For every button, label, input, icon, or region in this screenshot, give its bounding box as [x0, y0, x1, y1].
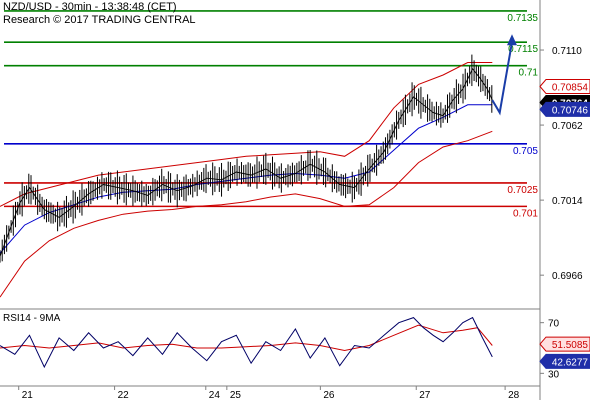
- y-tick-label-1: 0.7062: [552, 121, 583, 132]
- rsi-tag-1: [539, 353, 590, 369]
- rsi-tag-0: [539, 336, 590, 352]
- price-line: [0, 67, 493, 257]
- rsi-tick-label-0: 70: [548, 319, 560, 330]
- level-label-2: 0.71: [519, 68, 539, 79]
- price-tag-label-2: 0.70746: [552, 105, 589, 116]
- price-tag-label-0: 0.70854: [552, 82, 589, 93]
- bollinger-upper-line: [0, 62, 493, 207]
- x-tick-label-4: 26: [323, 390, 335, 400]
- rsi-line: [0, 316, 493, 369]
- research-credit: Research © 2017 TRADING CENTRAL: [3, 14, 196, 26]
- y-tick-label-3: 0.6966: [552, 271, 583, 282]
- level-label-1: 0.7115: [508, 44, 538, 55]
- rsi-tag-label-1: 42.6277: [552, 357, 589, 368]
- y-tick-label-0: 0.7110: [552, 46, 582, 57]
- x-tick-label-6: 28: [508, 390, 520, 400]
- price-tag-0: [539, 78, 590, 94]
- level-label-4: 0.7025: [507, 185, 538, 196]
- level-label-3: 0.705: [513, 146, 538, 157]
- x-tick-label-1: 22: [118, 390, 130, 400]
- rsi-title: RSI14 - 9MA: [3, 313, 61, 324]
- chart-title: NZD/USD - 30min - 13:38:48 (CET): [3, 1, 177, 13]
- forecast-arrow-line: [491, 42, 513, 116]
- rsi-signal-line: [0, 324, 493, 352]
- x-tick-label-5: 27: [419, 390, 431, 400]
- x-tick-label-0: 21: [22, 390, 34, 400]
- x-tick-label-2: 24: [209, 390, 221, 400]
- bollinger-lower-line: [0, 130, 493, 298]
- level-label-0: 0.7135: [507, 13, 538, 24]
- level-label-5: 0.701: [513, 208, 538, 219]
- price-tag-2: [539, 101, 590, 117]
- x-tick-label-3: 25: [230, 390, 242, 400]
- forecast-arrow-head: [507, 34, 517, 46]
- price-panel: 0.7135 0.7115 0.71 0.705 0.7025 0.701: [0, 10, 539, 298]
- rsi-tag-label-0: 51.5085: [552, 340, 589, 351]
- rsi-panel: RSI14 - 9MA: [0, 313, 493, 369]
- price-bars: [0, 54, 493, 263]
- rsi-tick-label-1: 30: [548, 369, 560, 380]
- y-tick-label-2: 0.7014: [552, 196, 583, 207]
